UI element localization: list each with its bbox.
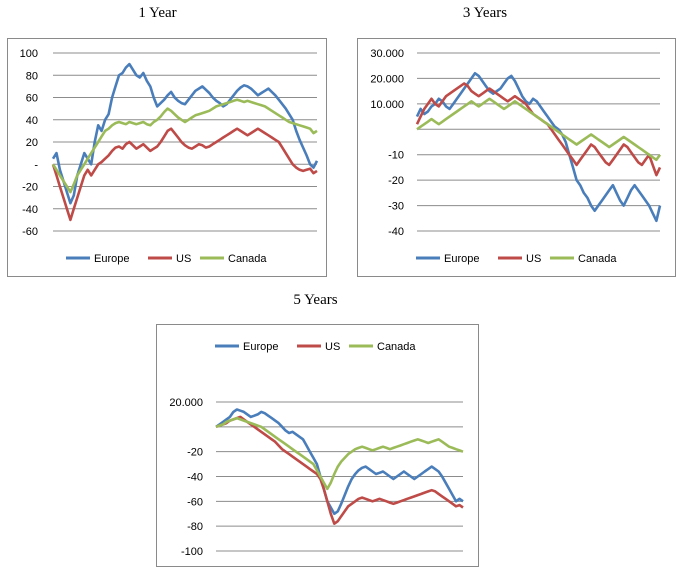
legend-label: US: [176, 253, 191, 265]
chart-1-svg: 100 80 60 40 20 - -20 -40 -60 Europe US Canada: [20, 48, 319, 265]
legend-label: Europe: [444, 253, 479, 265]
y-tick-label: -20: [187, 447, 203, 459]
y-tick-label: -40: [187, 472, 203, 484]
y-tick-label: -100: [181, 546, 203, 558]
y-tick-label: -: [34, 159, 38, 171]
y-tick-label: -60: [22, 226, 38, 238]
chart-2-svg: 30.000 20.000 10.000 -10 -20 -30 -40 Europe US Ca…: [370, 48, 662, 265]
chart-2-panel: 30.000 20.000 10.000 -10 -20 -30 -40 Europe US Ca…: [357, 38, 676, 277]
series-line-canada: [51, 98, 318, 194]
legend-label: Canada: [377, 341, 416, 353]
legend-label: US: [526, 253, 541, 265]
y-tick-label: 60: [26, 93, 38, 105]
y-tick-label: -20: [22, 182, 38, 194]
y-tick-label: -20: [388, 175, 404, 187]
chart-3-title: 5 Years: [293, 292, 338, 308]
y-tick-label: 100: [20, 48, 38, 60]
chart-2-title: 3 Years: [462, 5, 508, 21]
series-line-europe: [51, 62, 319, 205]
chart-3-panel: 20.000 -20 -40 -60 -80 -100 Europe US Canada: [156, 324, 479, 567]
series-line-europe: [215, 408, 464, 516]
y-tick-label: -40: [388, 226, 404, 238]
legend-label: Canada: [228, 253, 267, 265]
y-tick-label: 80: [26, 70, 38, 82]
y-tick-label: -10: [388, 150, 404, 162]
y-tick-label: 40: [26, 115, 38, 127]
y-tick-label: 20: [26, 137, 38, 149]
y-tick-label: 20.000: [169, 397, 203, 409]
series-line-canada: [215, 416, 464, 491]
series-line-us: [215, 415, 464, 525]
legend-label: Europe: [243, 341, 278, 353]
legend-label: Europe: [94, 253, 129, 265]
y-tick-label: -60: [187, 496, 203, 508]
chart-1-panel: 100 80 60 40 20 - -20 -40 -60 Europe US Canada: [7, 38, 327, 277]
chart-3-svg: 20.000 -20 -40 -60 -80 -100 Europe US Canada: [169, 341, 464, 558]
y-tick-label: 10.000: [370, 99, 404, 111]
series-line-us: [51, 127, 318, 222]
y-tick-label: -30: [388, 201, 404, 213]
y-tick-label: -40: [22, 204, 38, 216]
legend-label: US: [325, 341, 340, 353]
y-tick-label: 20.000: [370, 73, 404, 85]
y-tick-label: -80: [187, 521, 203, 533]
series-line-canada: [416, 97, 662, 162]
series-line-europe: [415, 71, 662, 223]
legend-label: Canada: [578, 253, 617, 265]
y-tick-label: 30.000: [370, 48, 404, 60]
chart-1-title: 1 Year: [138, 5, 177, 21]
